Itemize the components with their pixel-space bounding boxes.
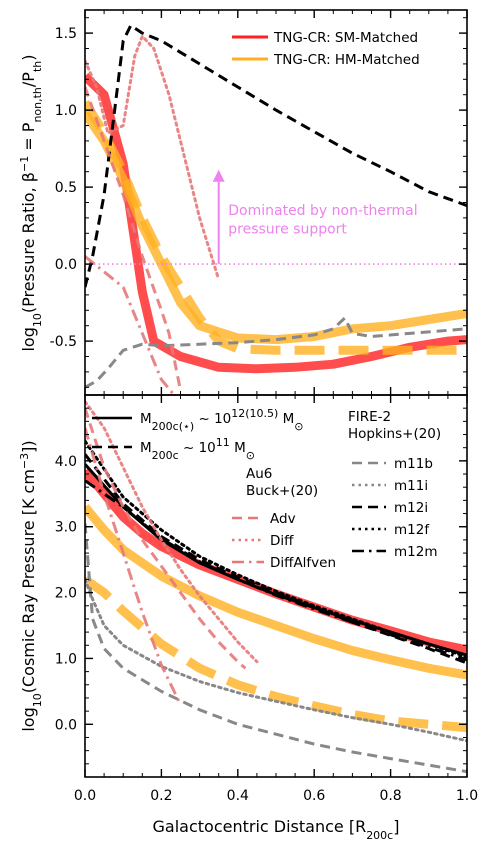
annotation-text-line-2: pressure support	[228, 221, 347, 237]
series-line-ratio-5	[85, 34, 221, 281]
pressure-ratio-ticks: -0.5 0.0 0.5 1.0 1.5	[50, 10, 468, 395]
series-line-ratio-4	[85, 316, 467, 389]
series-line-pressure-11	[85, 427, 182, 706]
y-tick-label: 1.5	[55, 26, 77, 42]
y-tick-label: -0.5	[50, 334, 77, 350]
fire2-legend-label: m11b	[394, 456, 433, 472]
fire2-legend-title: Hopkins+(20)	[348, 426, 441, 442]
pressure-ratio-y-label: log10(Pressure Ratio, β−1 = Pnon,th/Pth)	[18, 54, 44, 351]
pressure-ratio-panel: Dominated by non-thermal pressure suppor…	[18, 9, 468, 396]
series-line-pressure-9	[85, 407, 247, 670]
legend-label: TNG-CR: SM-Matched	[273, 30, 418, 46]
annotation-text-line-1: Dominated by non-thermal	[228, 203, 417, 219]
au6-legend-title: Au6	[246, 466, 272, 482]
y-tick-label: 2.0	[55, 586, 77, 602]
x-tick-label: 0.2	[150, 788, 172, 804]
x-tick-label: 0.6	[303, 788, 325, 804]
x-tick-label: 0.0	[74, 788, 96, 804]
au6-legend-label: Diff	[270, 533, 294, 549]
series-line-ratio-7	[85, 255, 177, 395]
y-tick-label: 0.5	[55, 180, 77, 196]
fire2-legend-title: FIRE-2	[348, 409, 391, 425]
fire2-legend-label: m12i	[394, 500, 428, 516]
pressure-ratio-series	[85, 23, 467, 395]
y-tick-label: 4.0	[55, 454, 77, 470]
mass-legend: M200c(⋆) ~ 1012(10.5) M⊙ M200c ~ 1011 M⊙	[92, 407, 304, 462]
au6-legend-label: Adv	[270, 511, 296, 527]
annotation-arrow-head	[212, 169, 225, 182]
y-tick-label: 1.0	[55, 651, 77, 667]
series-line-ratio-3	[85, 23, 467, 288]
fire2-legend-label: m11i	[394, 478, 428, 494]
mass-legend-label: M200c ~ 1011 M⊙	[140, 436, 255, 462]
legend-label: TNG-CR: HM-Matched	[273, 52, 420, 68]
series-line-pressure-7	[85, 523, 467, 774]
distance-x-label: Galactocentric Distance [R200c]	[153, 817, 400, 842]
au6-legend-title: Buck+(20)	[246, 483, 318, 499]
series-line-ratio-6	[85, 86, 182, 391]
y-tick-label: 1.0	[55, 103, 77, 119]
series-line-ratio-2	[85, 100, 467, 355]
series-line-pressure-6	[85, 479, 467, 662]
series-line-pressure-2	[85, 575, 467, 733]
y-tick-label: 0.0	[55, 257, 77, 273]
x-tick-label: 0.4	[227, 788, 249, 804]
non-thermal-annotation: Dominated by non-thermal pressure suppor…	[212, 169, 418, 265]
x-tick-label: 1.0	[456, 788, 478, 804]
fire2-legend-label: m12m	[394, 544, 437, 560]
series-line-pressure-5	[85, 439, 467, 659]
cosmic-ray-pressure-panel: 0.0 1.0 2.0 3.0 4.0 0.0 0.2 0.4 0.6 0.8 1.0 M200c(…	[18, 394, 478, 842]
series-line-pressure-8	[85, 577, 467, 743]
x-tick-label: 0.8	[379, 788, 401, 804]
y-tick-label: 0.0	[55, 717, 77, 733]
y-tick-label: 3.0	[55, 520, 77, 536]
tng-legend: TNG-CR: SM-Matched TNG-CR: HM-Matched	[232, 30, 420, 68]
mass-legend-label: M200c(⋆) ~ 1012(10.5) M⊙	[140, 407, 304, 433]
au6-legend-label: DiffAlfven	[270, 555, 336, 571]
fire2-legend-label: m12f	[394, 522, 430, 538]
cosmic-ray-pressure-frame	[84, 394, 468, 778]
cosmic-ray-pressure-y-label: log10(Cosmic Ray Pressure [K cm−3])	[18, 440, 44, 731]
